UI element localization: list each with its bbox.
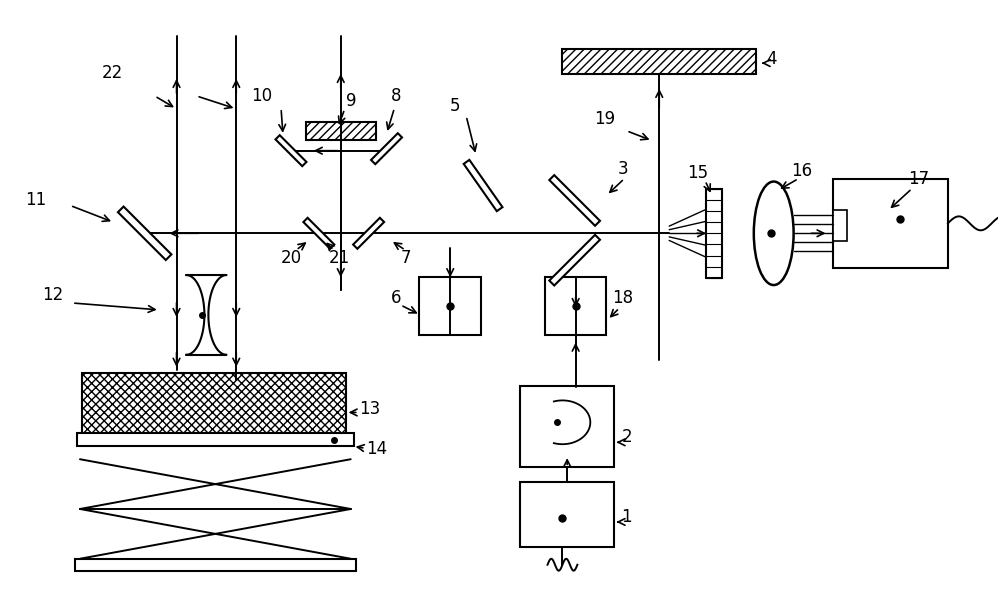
Text: 11: 11: [25, 191, 46, 209]
Text: 4: 4: [767, 50, 777, 68]
Polygon shape: [118, 206, 171, 260]
Bar: [833, 179, 948, 268]
Text: 6: 6: [391, 289, 401, 307]
Text: 18: 18: [612, 289, 634, 307]
Text: 17: 17: [908, 169, 929, 188]
Bar: [77, 433, 354, 446]
Text: 7: 7: [400, 249, 411, 267]
Bar: [545, 277, 606, 335]
Polygon shape: [464, 160, 502, 211]
Text: 16: 16: [791, 162, 812, 179]
Bar: [833, 210, 847, 241]
Polygon shape: [276, 135, 306, 166]
Polygon shape: [353, 218, 384, 249]
Text: 1: 1: [621, 508, 632, 526]
Bar: [520, 482, 614, 547]
Text: 15: 15: [687, 163, 708, 182]
Text: 3: 3: [617, 160, 628, 178]
Text: 13: 13: [359, 401, 380, 418]
Bar: [419, 277, 481, 335]
Text: 21: 21: [329, 249, 350, 267]
Bar: [520, 386, 614, 467]
Bar: [562, 48, 756, 74]
Polygon shape: [303, 218, 334, 249]
Ellipse shape: [754, 182, 794, 285]
Text: 22: 22: [102, 64, 123, 82]
Text: 2: 2: [621, 428, 632, 446]
Text: 20: 20: [281, 249, 302, 267]
Text: 8: 8: [391, 87, 401, 105]
Bar: [82, 373, 346, 434]
Text: 5: 5: [450, 97, 461, 115]
Text: 12: 12: [42, 286, 63, 304]
Bar: [706, 188, 722, 278]
Bar: [306, 122, 376, 140]
Text: 10: 10: [251, 87, 272, 105]
Text: 19: 19: [595, 110, 616, 128]
Bar: [75, 559, 356, 571]
Polygon shape: [549, 175, 600, 226]
Text: 9: 9: [346, 92, 356, 110]
Polygon shape: [371, 133, 402, 164]
Polygon shape: [549, 235, 600, 286]
Text: 14: 14: [366, 440, 387, 458]
